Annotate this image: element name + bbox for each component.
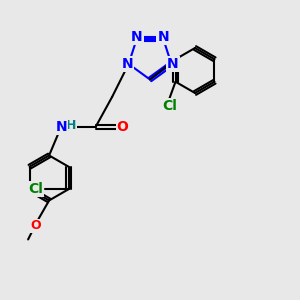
Text: N: N <box>131 30 142 44</box>
Text: O: O <box>117 120 128 134</box>
Text: Cl: Cl <box>162 99 177 113</box>
Text: N: N <box>55 120 67 134</box>
Text: N: N <box>167 57 179 71</box>
Text: Cl: Cl <box>28 182 43 196</box>
Text: H: H <box>65 119 76 132</box>
Text: O: O <box>30 220 41 232</box>
Text: N: N <box>121 57 133 71</box>
Text: N: N <box>158 30 169 44</box>
